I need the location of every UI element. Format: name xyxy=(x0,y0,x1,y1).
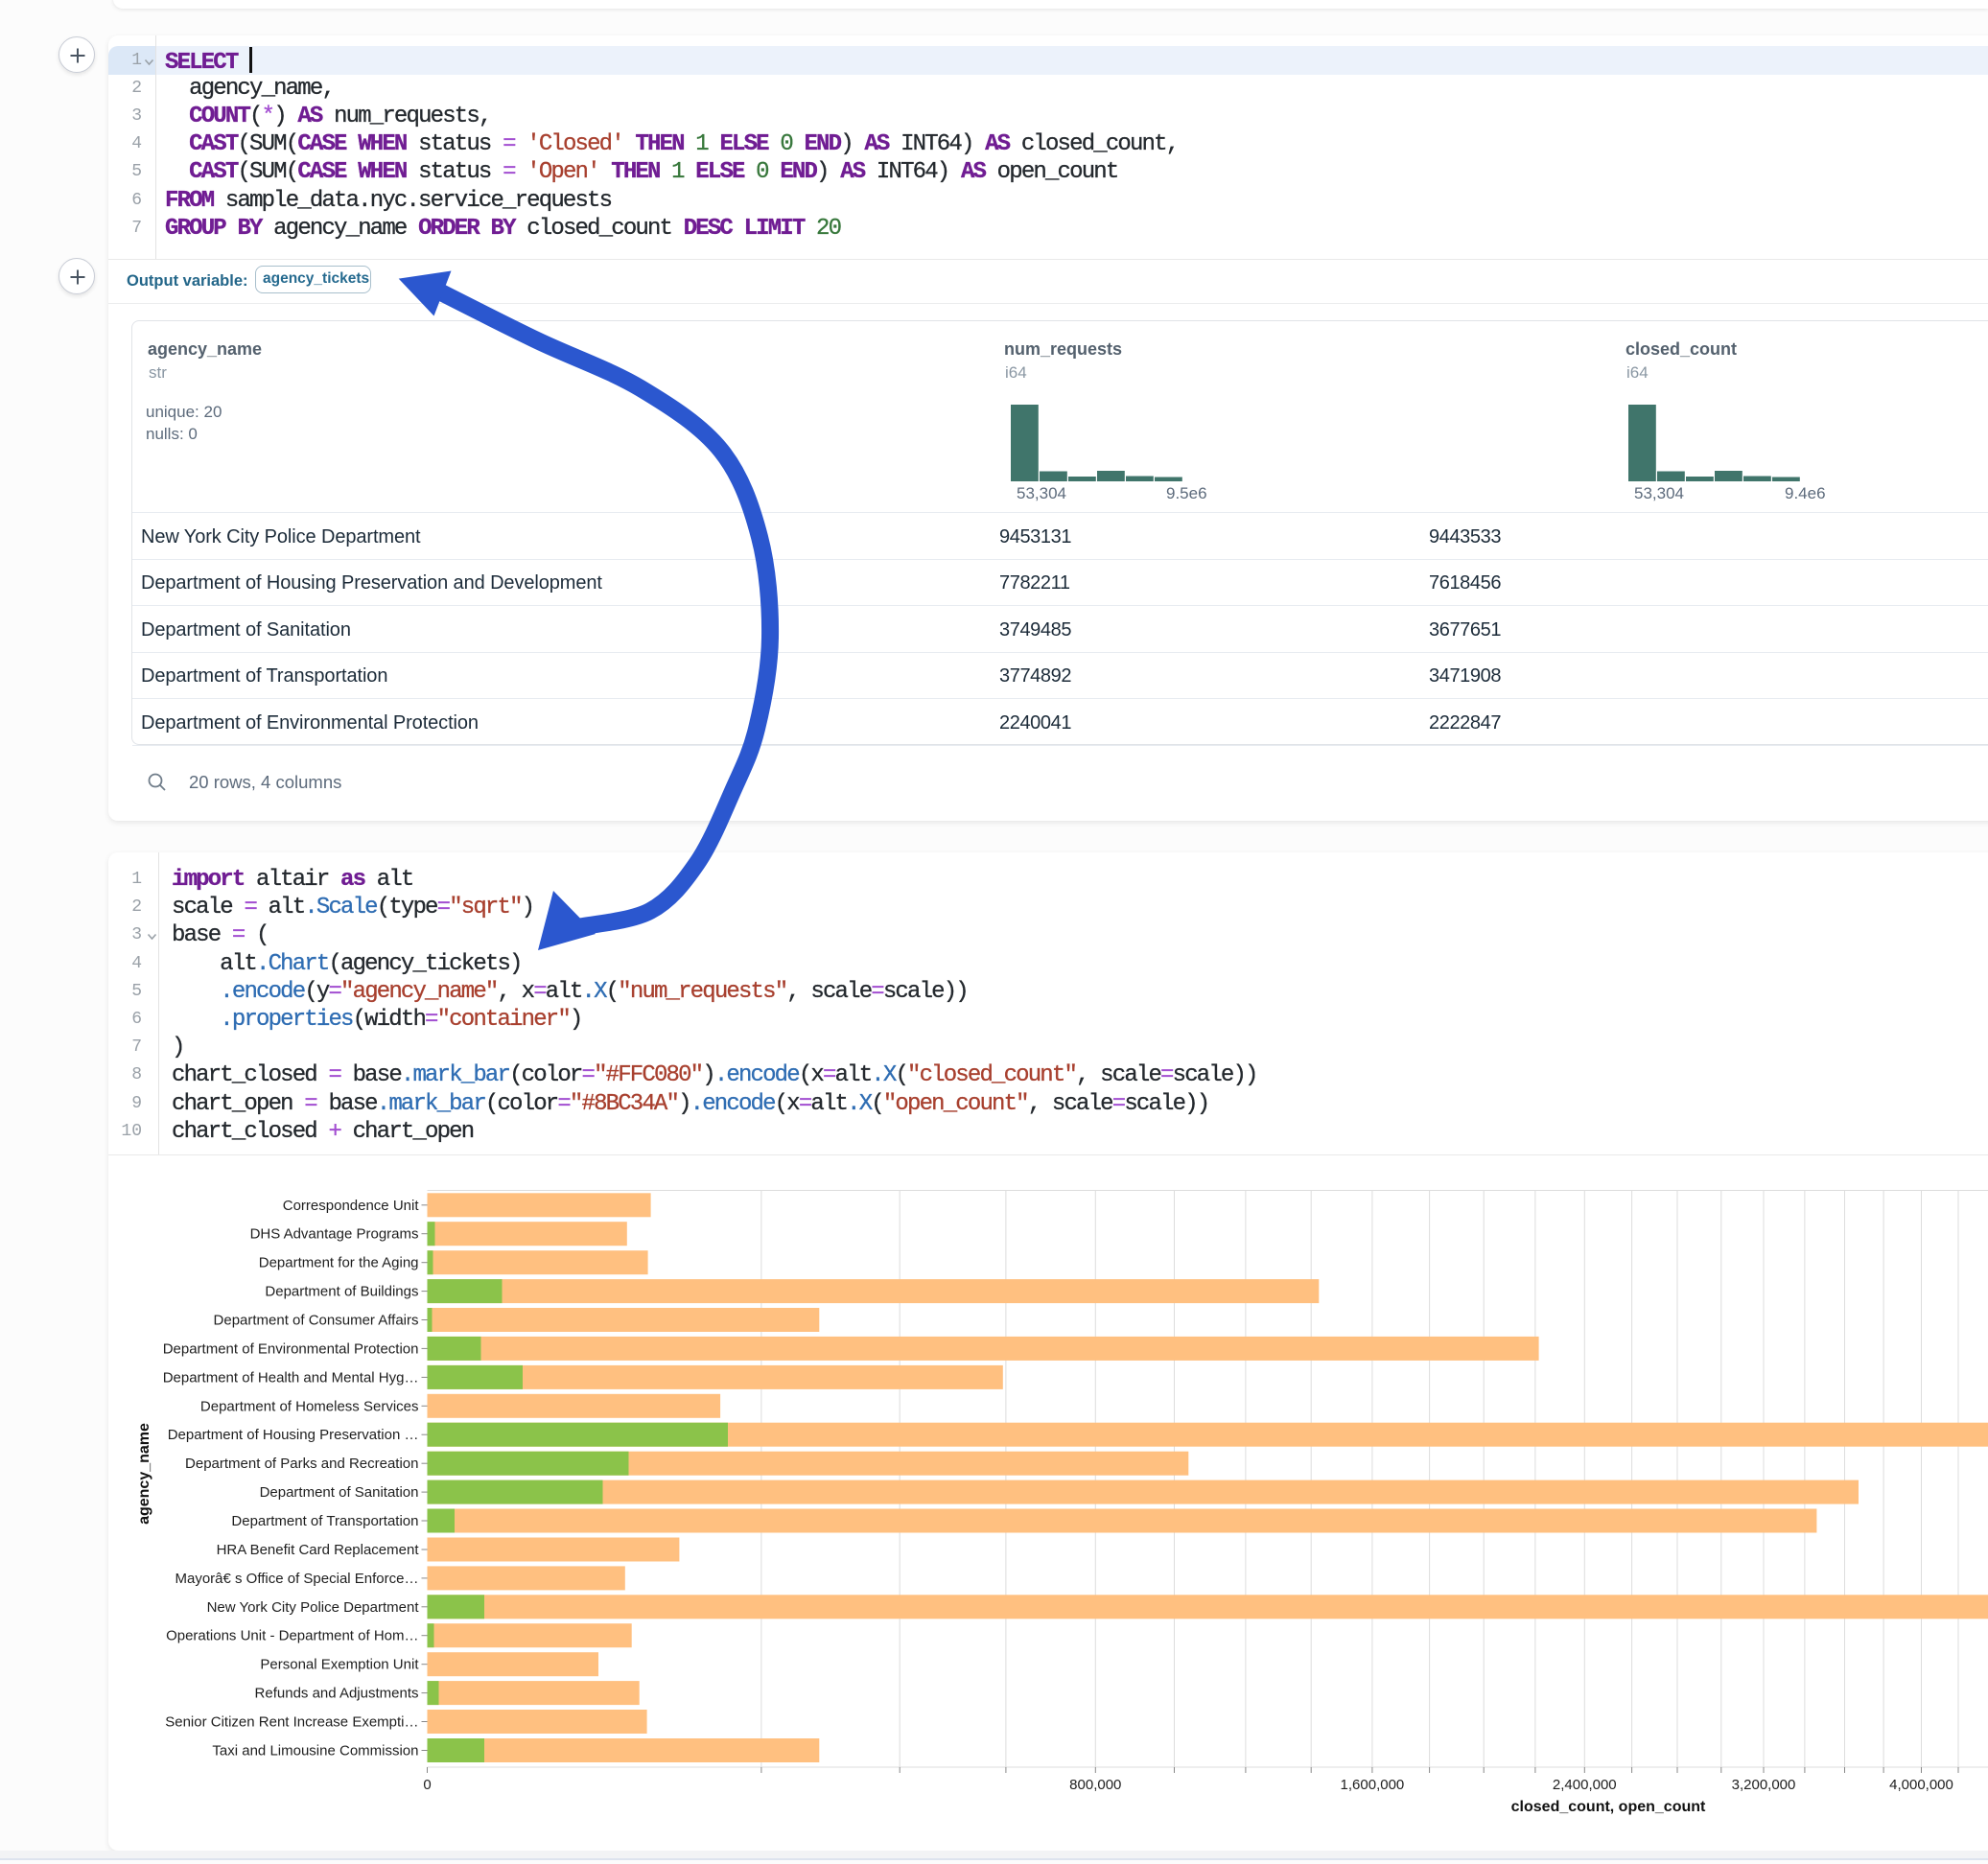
svg-text:Department of Buildings: Department of Buildings xyxy=(265,1284,418,1300)
svg-text:Department of Parks and Recrea: Department of Parks and Recreation xyxy=(185,1456,418,1472)
svg-text:Mayorâ€ s Office of Special En: Mayorâ€ s Office of Special Enforce… xyxy=(175,1571,418,1587)
svg-text:Senior Citizen Rent Increase E: Senior Citizen Rent Increase Exempti… xyxy=(165,1714,418,1731)
svg-text:Department for the Aging: Department for the Aging xyxy=(259,1255,419,1271)
svg-text:Personal Exemption Unit: Personal Exemption Unit xyxy=(260,1657,419,1673)
svg-text:Department of Environmental Pr: Department of Environmental Protection xyxy=(163,1340,419,1357)
svg-text:Operations Unit - Department o: Operations Unit - Department of Hom… xyxy=(166,1628,418,1644)
svg-text:HRA Benefit Card Replacement: HRA Benefit Card Replacement xyxy=(217,1542,420,1558)
svg-text:Refunds and Adjustments: Refunds and Adjustments xyxy=(255,1686,419,1702)
svg-text:800,000: 800,000 xyxy=(1069,1777,1121,1793)
svg-text:1,600,000: 1,600,000 xyxy=(1341,1777,1405,1793)
svg-text:0: 0 xyxy=(423,1777,431,1793)
svg-text:closed_count, open_count: closed_count, open_count xyxy=(1511,1799,1706,1815)
svg-text:Department of Homeless Service: Department of Homeless Services xyxy=(200,1398,419,1414)
svg-text:3,200,000: 3,200,000 xyxy=(1732,1777,1796,1793)
svg-text:Department of Transportation: Department of Transportation xyxy=(231,1513,418,1529)
svg-text:Taxi and Limousine Commission: Taxi and Limousine Commission xyxy=(212,1743,418,1759)
svg-text:Correspondence Unit: Correspondence Unit xyxy=(283,1198,420,1214)
svg-text:New York City Police Departmen: New York City Police Department xyxy=(207,1599,420,1616)
svg-text:Department of Health and Menta: Department of Health and Mental Hyg… xyxy=(163,1369,419,1386)
svg-text:Department of Consumer Affairs: Department of Consumer Affairs xyxy=(214,1313,419,1329)
svg-text:4,000,000: 4,000,000 xyxy=(1889,1777,1953,1793)
svg-text:2,400,000: 2,400,000 xyxy=(1553,1777,1617,1793)
svg-text:Department of Housing Preserva: Department of Housing Preservation … xyxy=(168,1427,419,1443)
svg-text:agency_name: agency_name xyxy=(136,1423,152,1525)
svg-text:Department of Sanitation: Department of Sanitation xyxy=(260,1484,419,1501)
svg-text:DHS Advantage Programs: DHS Advantage Programs xyxy=(250,1226,419,1243)
